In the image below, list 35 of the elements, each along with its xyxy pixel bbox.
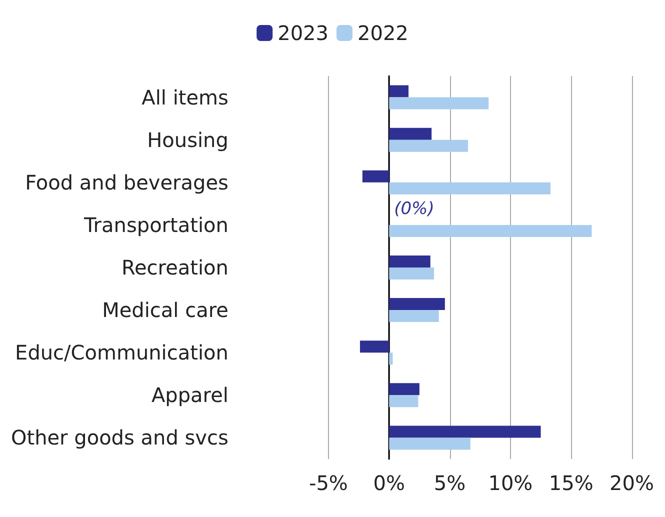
bar — [389, 383, 420, 396]
bar — [389, 310, 439, 322]
bar — [389, 85, 409, 98]
bar — [389, 140, 468, 152]
bar — [389, 298, 445, 310]
y-tick-label: Apparel — [151, 383, 228, 408]
bar — [360, 340, 390, 353]
bar — [389, 395, 418, 408]
y-tick-label: All items — [142, 85, 228, 110]
bar — [389, 182, 550, 194]
annotation: (0%) — [394, 198, 434, 219]
bar — [389, 256, 430, 268]
legend-label: 2022 — [358, 21, 408, 45]
x-tick-label: -5% — [308, 471, 348, 495]
bar — [389, 128, 432, 140]
x-tick-label: 5% — [434, 471, 466, 495]
x-tick-label: 10% — [488, 471, 533, 495]
y-tick-label: Recreation — [121, 256, 228, 280]
bar — [362, 170, 390, 182]
y-tick-label: Food and beverages — [25, 170, 228, 194]
bar — [389, 224, 592, 237]
y-tick-label: Medical care — [102, 298, 228, 322]
legend-label: 2023 — [278, 21, 329, 45]
bar — [389, 352, 393, 365]
y-tick-label: Transportation — [83, 212, 228, 237]
bar — [389, 426, 541, 438]
y-tick-label: Other goods and svcs — [10, 426, 228, 450]
bar — [389, 97, 489, 110]
bar — [389, 438, 470, 450]
y-tick-label: Educ/Communication — [15, 340, 228, 365]
x-tick-label: 15% — [548, 471, 594, 495]
x-tick-label: 20% — [610, 471, 654, 495]
y-tick-label: Housing — [147, 128, 228, 152]
bar — [389, 268, 434, 280]
x-tick-label: 0% — [373, 471, 405, 495]
